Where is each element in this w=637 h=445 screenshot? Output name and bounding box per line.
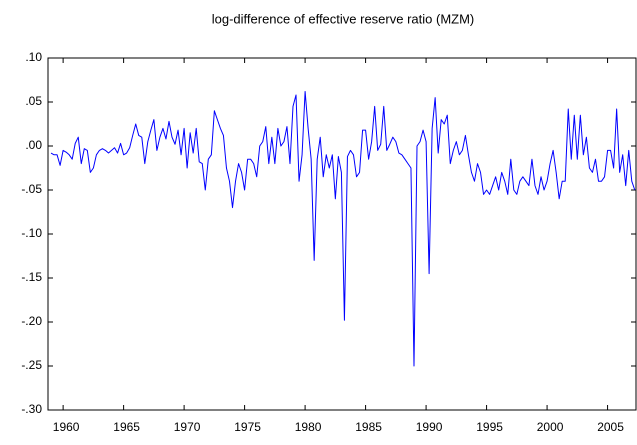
y-tick-label: -.30 xyxy=(21,402,42,416)
x-tick-label: 1985 xyxy=(355,420,382,434)
x-tick-label: 2005 xyxy=(597,420,624,434)
y-tick-label: .00 xyxy=(25,138,42,152)
x-tick-label: 1975 xyxy=(234,420,261,434)
x-tick-label: 1960 xyxy=(53,420,80,434)
x-tick-label: 1990 xyxy=(416,420,443,434)
x-tick-label: 1970 xyxy=(174,420,201,434)
x-tick-label: 1995 xyxy=(476,420,503,434)
plot-frame xyxy=(47,57,637,411)
y-tick-label: -.15 xyxy=(21,270,42,284)
series-line xyxy=(50,90,636,367)
x-tick-label: 1980 xyxy=(295,420,322,434)
x-tick-label: 1965 xyxy=(113,420,140,434)
y-tick-label: -.10 xyxy=(21,226,42,240)
chart-title: log-difference of effective reserve rati… xyxy=(212,11,475,26)
y-tick-label: .10 xyxy=(25,50,42,64)
y-tick-label: -.05 xyxy=(21,182,42,196)
y-tick-label: -.25 xyxy=(21,358,42,372)
y-tick-label: -.20 xyxy=(21,314,42,328)
y-tick-label: .05 xyxy=(25,94,42,108)
x-tick-label: 2000 xyxy=(537,420,564,434)
